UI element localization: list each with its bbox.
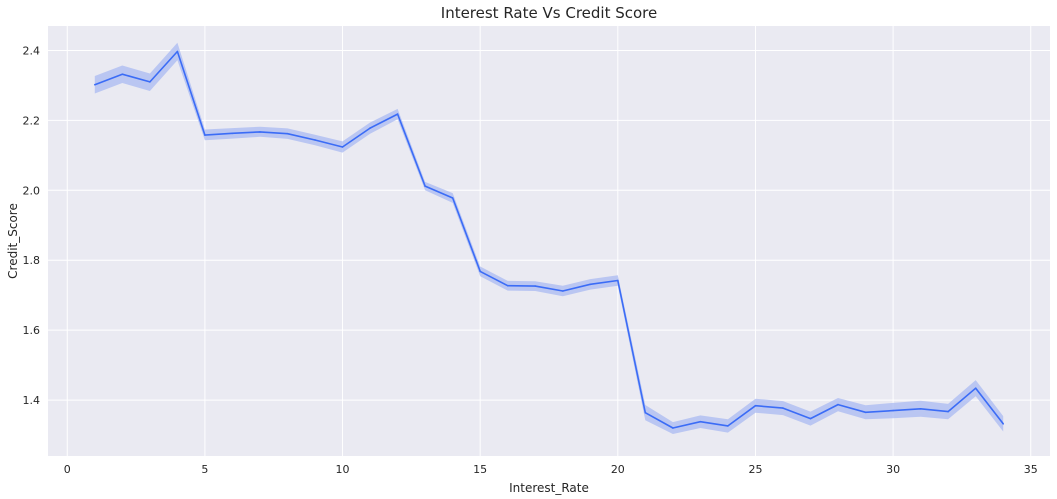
data-point <box>919 408 922 410</box>
chart-title: Interest Rate Vs Credit Score <box>441 4 657 22</box>
confidence-band <box>94 42 1004 435</box>
data-point <box>204 134 206 136</box>
y-tick-label: 2.0 <box>23 184 41 197</box>
data-point <box>479 270 481 273</box>
data-point <box>121 73 124 76</box>
grid-lines <box>48 26 1050 456</box>
x-tick-label: 5 <box>201 463 208 476</box>
data-point <box>644 411 647 414</box>
data-point <box>176 50 179 53</box>
y-axis-title: Credit_Score <box>6 203 20 279</box>
x-axis-title: Interest_Rate <box>509 481 589 495</box>
data-point <box>424 185 426 187</box>
y-tick-label: 2.2 <box>23 114 41 127</box>
data-point <box>837 403 839 406</box>
data-point <box>1002 423 1005 425</box>
data-point <box>561 290 564 292</box>
data-point <box>727 425 729 427</box>
data-point <box>892 409 894 412</box>
y-tick-label: 2.4 <box>23 44 41 57</box>
x-tick-label: 10 <box>336 463 350 476</box>
x-axis-ticks: 0 5 10 15 20 25 30 35 <box>64 463 1038 476</box>
data-point <box>699 420 702 423</box>
x-tick-label: 35 <box>1024 463 1038 476</box>
x-tick-label: 15 <box>473 463 487 476</box>
data-point <box>149 81 151 83</box>
data-point <box>754 404 757 407</box>
data-point <box>259 131 261 133</box>
data-point <box>589 283 592 286</box>
data-points <box>93 50 1005 429</box>
plot-area <box>48 26 1050 456</box>
data-point <box>672 427 674 429</box>
data-point <box>396 113 399 115</box>
data-point <box>506 284 509 287</box>
data-point <box>947 410 949 413</box>
y-tick-label: 1.4 <box>23 394 41 407</box>
data-point <box>782 407 784 409</box>
data-point <box>231 132 234 135</box>
y-tick-label: 1.6 <box>23 324 41 337</box>
data-point <box>534 285 537 287</box>
data-point <box>617 279 619 282</box>
data-point <box>974 387 977 389</box>
x-tick-label: 20 <box>611 463 625 476</box>
data-point <box>451 197 454 199</box>
x-tick-label: 0 <box>64 463 71 476</box>
data-point <box>314 139 316 141</box>
data-point <box>341 146 344 148</box>
y-axis-ticks: 1.4 1.6 1.8 2.0 2.2 2.4 <box>23 44 41 407</box>
y-tick-label: 1.8 <box>23 254 41 267</box>
x-tick-label: 30 <box>886 463 900 476</box>
data-point <box>864 411 867 414</box>
data-point <box>93 83 96 86</box>
data-point <box>369 127 371 129</box>
x-tick-label: 25 <box>748 463 762 476</box>
data-point <box>286 132 289 135</box>
data-point <box>809 417 812 420</box>
series-line <box>94 50 1004 429</box>
